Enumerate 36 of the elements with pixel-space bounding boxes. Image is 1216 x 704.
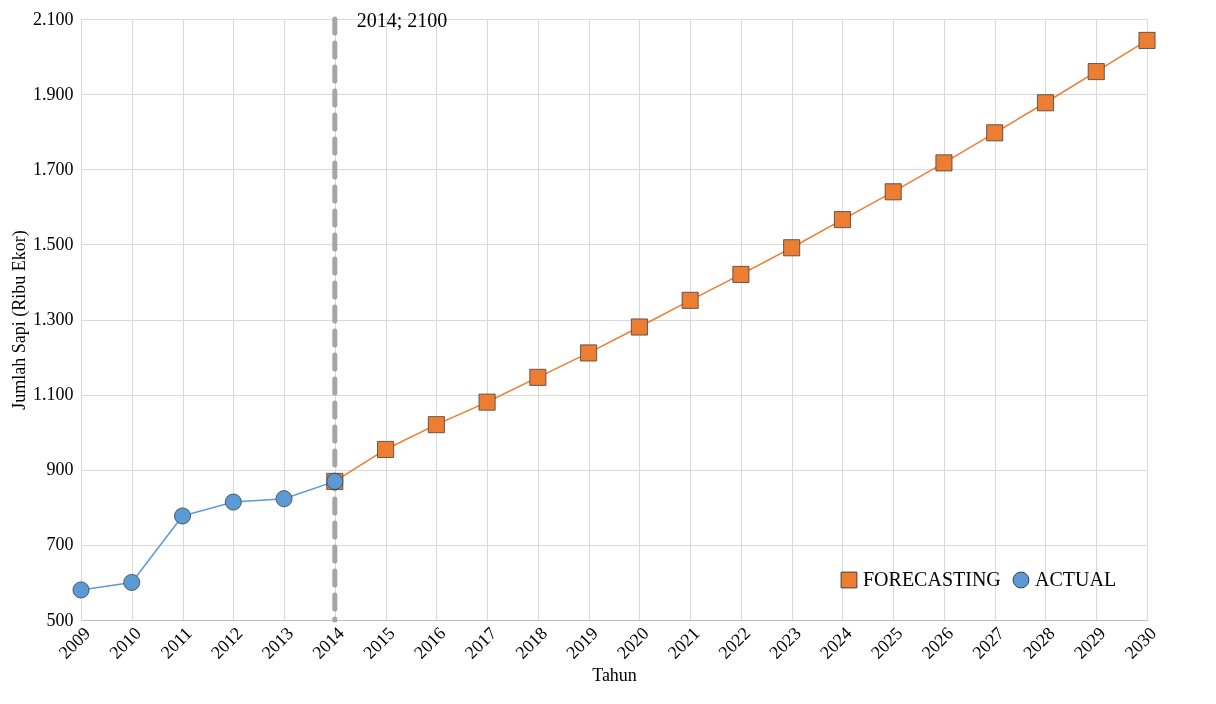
point — [884, 183, 902, 201]
point — [580, 344, 598, 362]
point — [529, 368, 547, 386]
point — [732, 265, 750, 283]
point — [427, 416, 445, 434]
legend-label: ACTUAL — [1035, 568, 1117, 590]
legend-label: FORECASTING — [863, 568, 1001, 590]
y-tick-label: 2.100 — [33, 8, 74, 29]
y-tick-label: 700 — [46, 534, 74, 555]
point — [275, 490, 293, 508]
point — [72, 581, 90, 599]
x-axis-title: Tahun — [592, 664, 637, 685]
y-tick-label: 1.900 — [33, 83, 74, 104]
y-tick-label: 1.700 — [33, 158, 74, 179]
point — [123, 573, 141, 591]
point — [681, 291, 699, 309]
y-tick-label: 1.300 — [33, 309, 74, 329]
y-tick-label: 500 — [46, 609, 74, 630]
x-tick-label: 2011 — [156, 623, 196, 663]
point — [986, 124, 1004, 142]
ref-line-label: 2014; 2100 — [356, 9, 448, 31]
point — [833, 211, 851, 229]
point — [1037, 94, 1054, 112]
y-tick-label: 1.500 — [33, 233, 74, 254]
point — [377, 441, 395, 458]
point — [630, 318, 648, 336]
point — [478, 393, 496, 411]
y-tick-label: 1.100 — [33, 384, 74, 405]
y-tick-label: 900 — [46, 459, 74, 480]
point — [1138, 31, 1156, 49]
point — [783, 239, 801, 257]
point — [935, 154, 953, 172]
point — [174, 507, 191, 525]
y-axis-title: Jumlah Sapi (Ribu Ekor) — [9, 230, 30, 410]
point — [1087, 63, 1105, 81]
point — [224, 493, 242, 511]
